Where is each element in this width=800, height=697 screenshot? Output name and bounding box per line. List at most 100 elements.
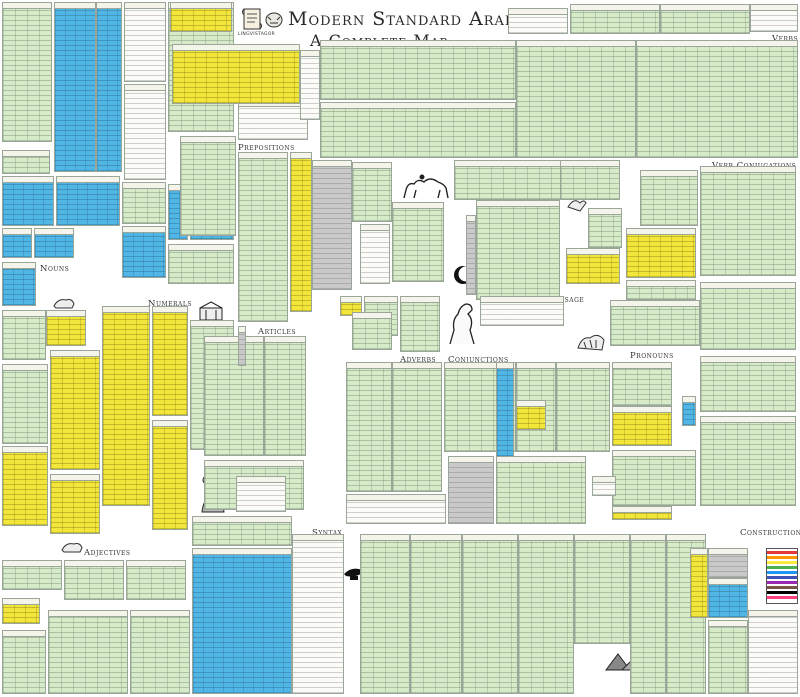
section-conjunctions: Conjunctions (448, 355, 509, 365)
table-block (56, 176, 120, 226)
table-block (518, 534, 574, 694)
table-block (588, 208, 622, 248)
color-swatch (767, 556, 797, 559)
table-block (400, 296, 440, 352)
table-block (610, 300, 700, 346)
table-block (346, 362, 392, 492)
table-block (64, 560, 124, 600)
section-adverbs: Adverbs (400, 355, 437, 365)
table-block (700, 356, 796, 412)
table-block (626, 280, 696, 300)
table-block (410, 534, 462, 694)
table-block (124, 2, 166, 82)
table-block (508, 8, 568, 34)
table-block (636, 40, 798, 158)
table-block (466, 215, 476, 295)
table-block (122, 226, 166, 278)
animal-icon (53, 299, 75, 309)
table-block (496, 456, 586, 524)
color-swatch (767, 571, 797, 574)
table-block (2, 446, 48, 526)
table-block (352, 162, 392, 222)
section-constructions: Constructions (740, 528, 800, 538)
table-block (152, 306, 188, 416)
table-block (2, 598, 40, 624)
table-block (340, 296, 362, 316)
table-block (392, 202, 444, 282)
table-block (204, 336, 264, 456)
table-block (360, 224, 390, 284)
table-block (700, 282, 796, 350)
color-swatch (767, 566, 797, 569)
table-block (122, 182, 166, 224)
table-block (612, 506, 672, 520)
table-block (480, 296, 564, 326)
table-block (126, 560, 186, 600)
table-block (708, 548, 748, 578)
section-articles: Articles (258, 327, 296, 337)
color-swatch (767, 576, 797, 579)
scroll-icon (242, 8, 262, 30)
table-block (2, 228, 32, 258)
table-block (168, 244, 234, 284)
table-block (462, 534, 518, 694)
table-block (566, 248, 620, 284)
section-syntax: Syntax (312, 528, 343, 538)
table-block (102, 306, 150, 506)
table-block (612, 450, 696, 506)
color-swatch (767, 596, 797, 599)
table-block (2, 176, 54, 226)
table-block (124, 84, 166, 180)
camel-rider-icon (403, 174, 449, 199)
rearing-horse-icon (449, 303, 475, 345)
section-prepositions: Prepositions (238, 143, 295, 153)
table-block (708, 578, 748, 618)
table-block (2, 560, 62, 590)
section-pronouns: Pronouns (630, 351, 674, 361)
table-block (516, 40, 636, 158)
table-block (516, 400, 546, 430)
table-block (626, 228, 696, 278)
table-block (170, 2, 232, 32)
table-block (96, 2, 122, 172)
building-icon (199, 301, 223, 321)
section-adjectives: Adjectives (84, 548, 131, 558)
table-block (172, 44, 300, 104)
table-block (708, 620, 748, 694)
table-block (290, 152, 312, 312)
table-block (352, 312, 392, 350)
table-block (50, 350, 100, 470)
construction-color-legend (766, 548, 798, 604)
table-block (612, 406, 672, 446)
table-block (2, 2, 52, 142)
table-block (682, 396, 696, 426)
table-block (48, 610, 128, 694)
table-block (476, 200, 560, 300)
table-block (236, 476, 286, 512)
table-block (50, 474, 100, 534)
tiger-icon (265, 12, 283, 28)
brand-label: LINGVISTAGOR (238, 32, 276, 37)
color-swatch (767, 586, 797, 589)
table-block (640, 170, 698, 226)
table-block (238, 326, 246, 366)
color-swatch (767, 581, 797, 584)
table-block (454, 160, 564, 200)
table-block (346, 494, 446, 524)
table-block (192, 516, 292, 546)
table-block (238, 100, 308, 140)
table-block (320, 102, 516, 158)
color-swatch (767, 551, 797, 554)
table-block (54, 2, 96, 172)
table-block (2, 262, 36, 306)
table-block (748, 610, 798, 694)
table-block (556, 362, 610, 452)
table-block (2, 310, 46, 360)
table-block (496, 362, 514, 482)
table-block (630, 534, 666, 694)
table-block (320, 40, 516, 100)
table-block (392, 362, 442, 492)
table-block (360, 534, 410, 694)
table-block (612, 362, 672, 406)
